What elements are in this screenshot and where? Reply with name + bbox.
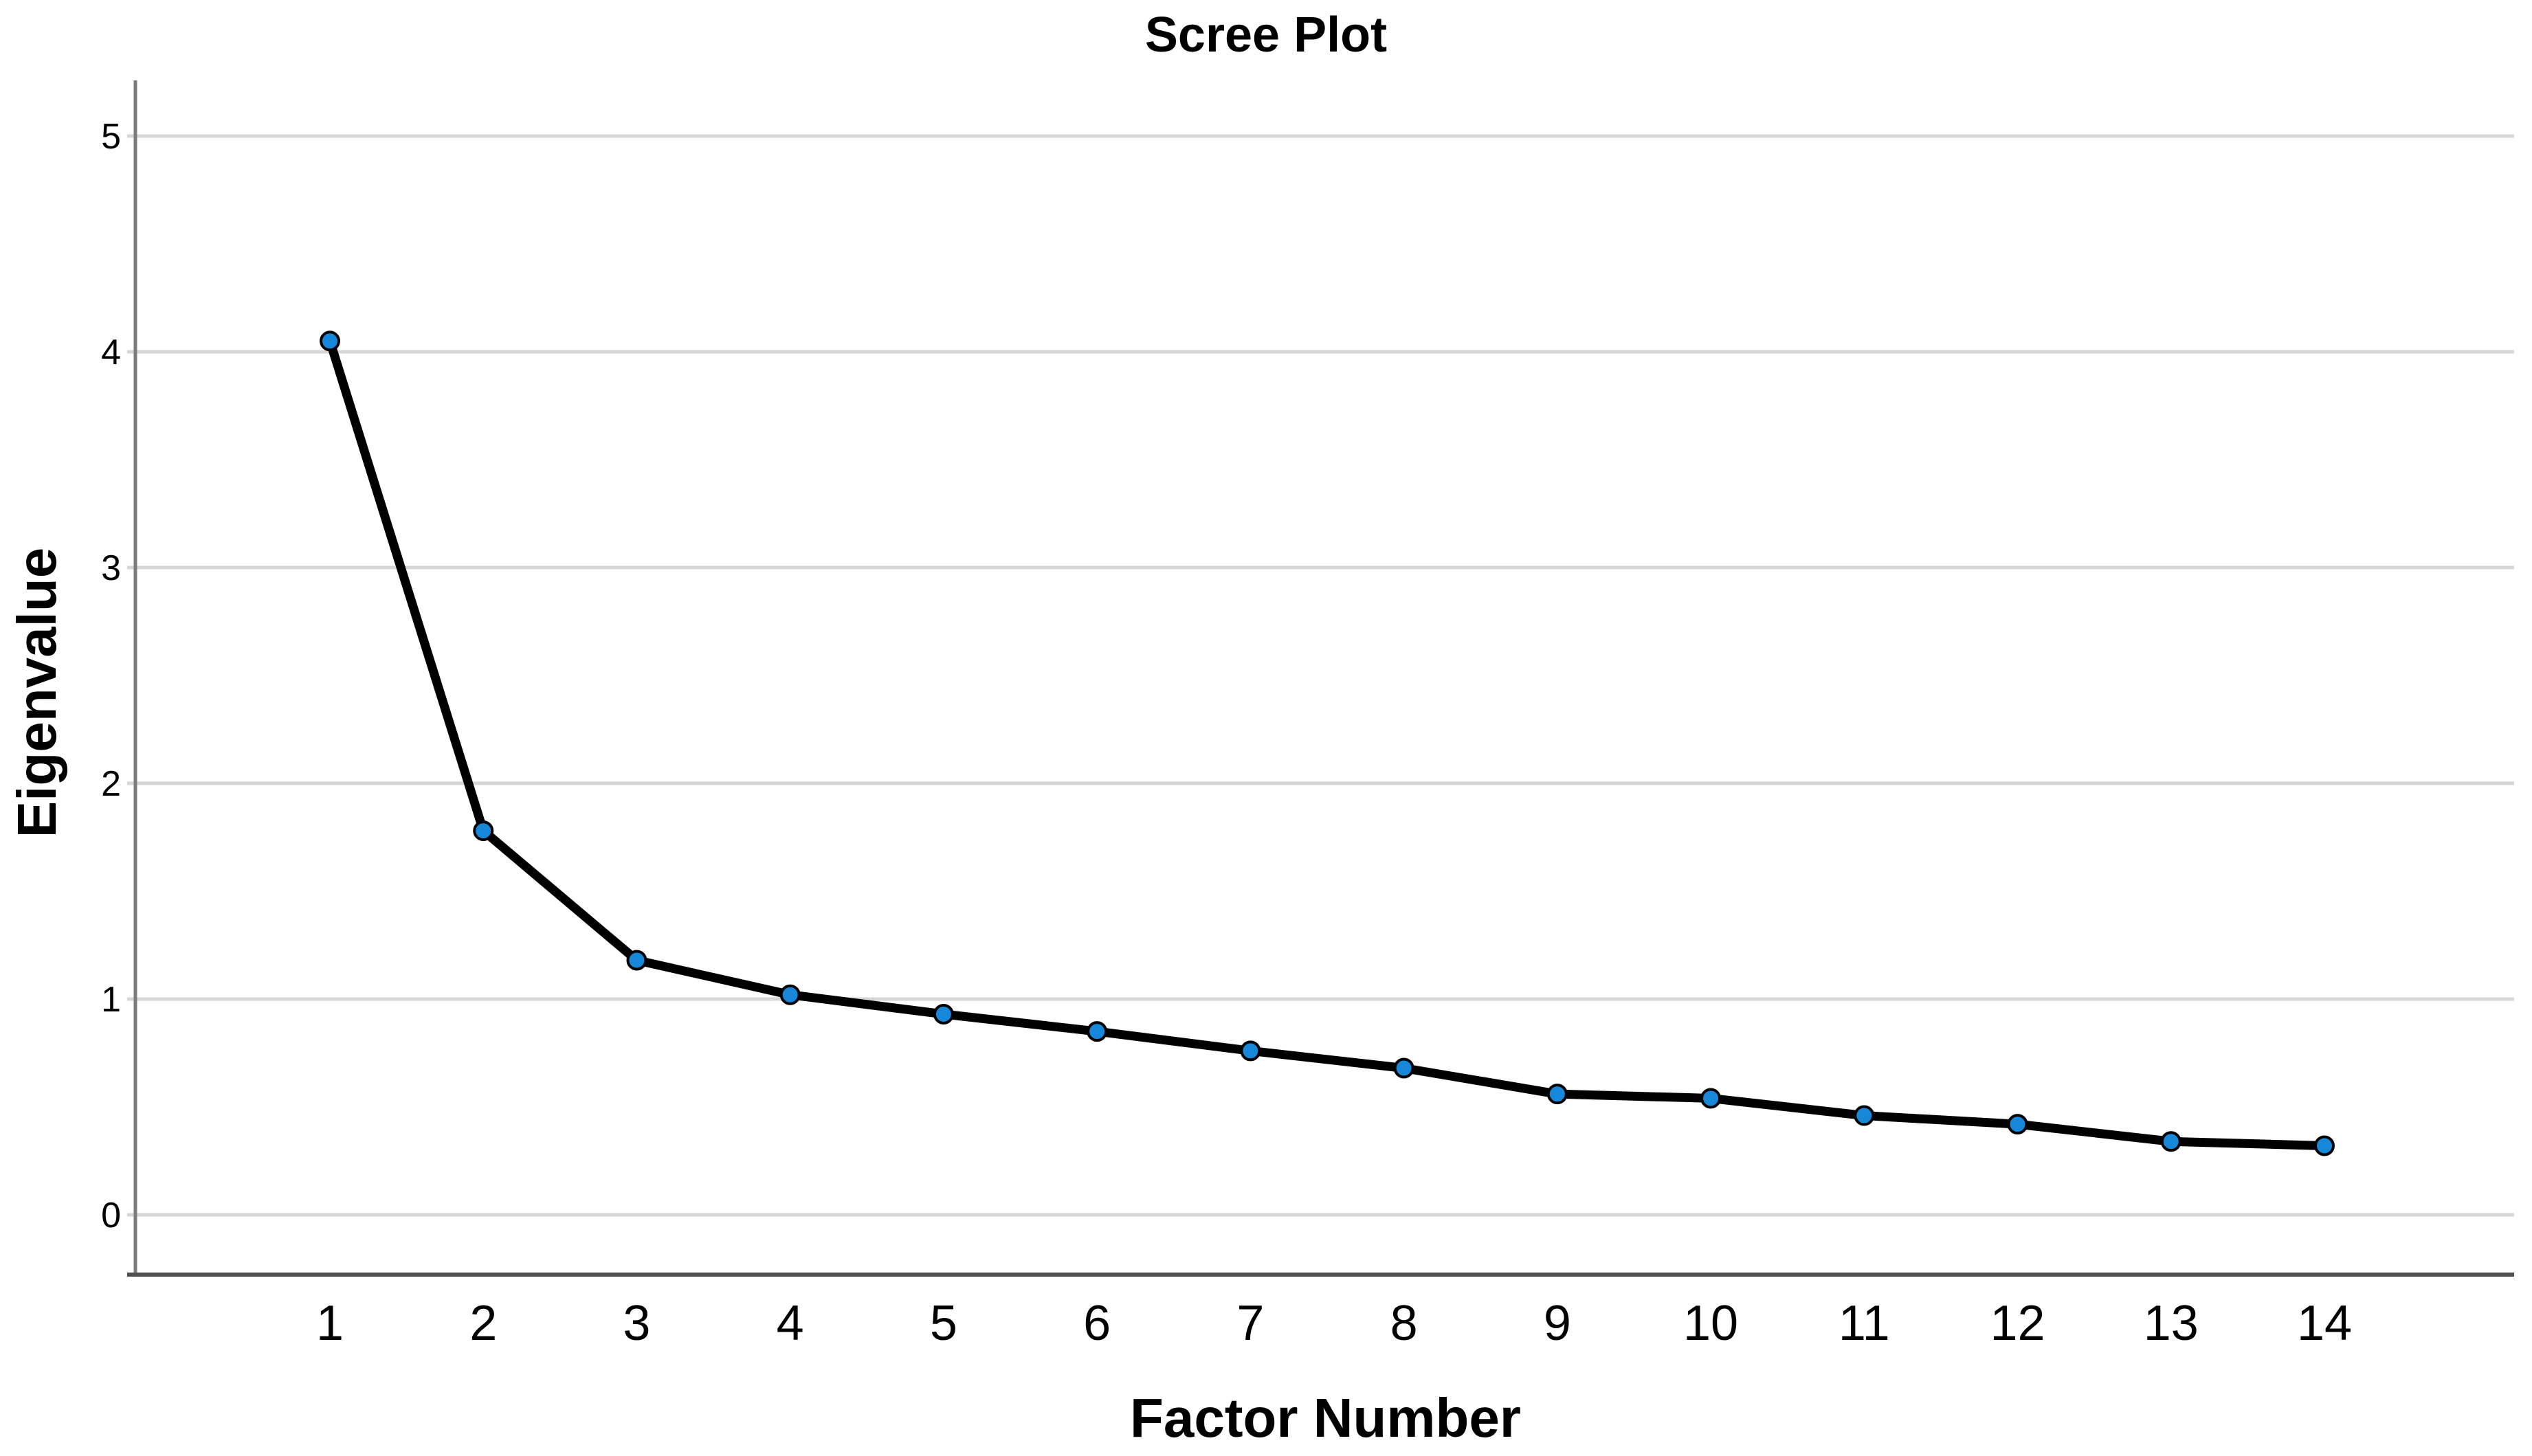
data-point-markers (320, 331, 2335, 1156)
data-point-factor-8 (1393, 1057, 1414, 1079)
y-tick-label-4: 4 (101, 333, 121, 372)
y-tick-labels: 0 1 2 3 4 5 (101, 117, 121, 1235)
y-tick-label-2: 2 (101, 764, 121, 804)
x-tick-label-2: 2 (469, 1296, 497, 1351)
y-tick-label-5: 5 (101, 117, 121, 157)
scree-line (325, 336, 2329, 1151)
x-axis-title: Factor Number (1130, 1387, 1521, 1448)
data-point-factor-4 (779, 984, 801, 1005)
data-point-factor-1 (320, 331, 340, 352)
y-tick-label-1: 1 (101, 980, 121, 1020)
x-tick-label-5: 5 (930, 1296, 957, 1351)
x-tick-label-13: 13 (2144, 1296, 2199, 1351)
data-point-factor-9 (1546, 1084, 1568, 1105)
x-tick-label-4: 4 (777, 1296, 804, 1351)
data-point-factor-2 (473, 820, 494, 842)
x-tick-label-9: 9 (1544, 1296, 1571, 1351)
x-tick-label-11: 11 (1839, 1296, 1890, 1351)
x-tick-labels: 1 2 3 4 5 6 7 8 9 10 11 12 13 14 (316, 1296, 2352, 1351)
data-point-factor-10 (1700, 1088, 1722, 1109)
x-tick-label-14: 14 (2297, 1296, 2352, 1351)
y-axis-title: Eigenvalue (6, 547, 67, 838)
y-tick-label-3: 3 (101, 548, 121, 588)
data-point-factor-7 (1240, 1040, 1261, 1062)
data-point-factor-11 (1854, 1105, 1875, 1126)
x-tick-label-6: 6 (1083, 1296, 1111, 1351)
chart-title: Scree Plot (1144, 8, 1388, 63)
data-point-factor-6 (1087, 1021, 1108, 1042)
x-tick-label-10: 10 (1683, 1296, 1738, 1351)
data-point-factor-14 (2313, 1135, 2335, 1156)
data-point-factor-5 (933, 1003, 954, 1024)
y-tick-label-0: 0 (101, 1196, 121, 1235)
gridlines (127, 134, 2514, 1217)
data-point-factor-12 (2007, 1114, 2028, 1135)
data-point-factor-13 (2160, 1131, 2181, 1152)
x-tick-label-7: 7 (1236, 1296, 1264, 1351)
x-tick-label-3: 3 (623, 1296, 650, 1351)
x-tick-label-12: 12 (1990, 1296, 2045, 1351)
x-tick-label-8: 8 (1390, 1296, 1418, 1351)
x-tick-label-1: 1 (316, 1296, 344, 1351)
data-point-factor-3 (626, 950, 647, 971)
